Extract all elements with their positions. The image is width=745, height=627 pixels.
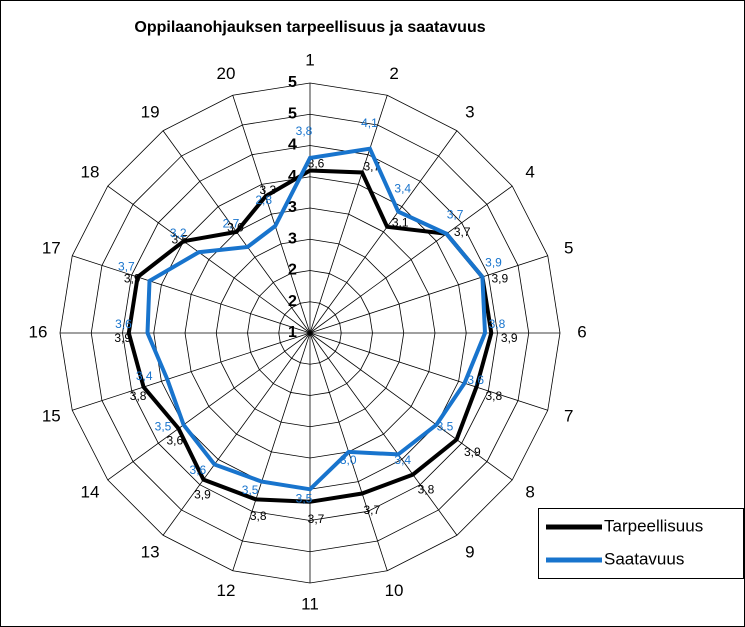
r-tick-label: 1 (288, 324, 297, 341)
data-label: 3,8 (296, 124, 313, 138)
category-label: 3 (465, 102, 474, 121)
spoke (309, 332, 458, 536)
data-label: 3,8 (486, 389, 503, 403)
category-label: 10 (385, 581, 404, 600)
data-label: 3,6 (115, 317, 132, 331)
spoke (232, 332, 311, 571)
data-label: 3,5 (155, 420, 172, 434)
data-label: 3,8 (130, 389, 147, 403)
data-label: 3,5 (437, 420, 454, 434)
r-tick-label: 2 (288, 293, 297, 310)
data-label: 4,1 (361, 116, 378, 130)
data-label: 3,4 (136, 369, 153, 383)
data-label: 3,9 (464, 445, 481, 459)
category-label: 2 (389, 64, 398, 83)
data-label: 3,1 (392, 215, 409, 229)
category-label: 13 (141, 543, 160, 562)
data-label: 3,6 (166, 434, 183, 448)
data-label: 3,6 (308, 157, 325, 171)
category-label: 18 (80, 163, 99, 182)
category-label: 7 (564, 407, 573, 426)
r-tick-label: 5 (288, 105, 297, 122)
data-label: 3,8 (418, 482, 435, 496)
category-label: 12 (216, 581, 235, 600)
r-tick-label: 3 (288, 199, 297, 216)
data-label: 3,9 (485, 256, 502, 270)
data-label: 3,0 (340, 453, 357, 467)
spoke (162, 332, 311, 536)
spoke (309, 255, 548, 334)
spoke (72, 332, 311, 411)
category-label: 6 (577, 322, 586, 341)
spoke (309, 130, 458, 334)
spoke (72, 255, 311, 334)
data-label: 3,9 (194, 488, 211, 502)
category-label: 20 (216, 64, 235, 83)
data-label: 3,4 (394, 453, 411, 467)
data-label: 3,4 (394, 181, 411, 195)
legend-box (538, 508, 744, 579)
data-label: 3,7 (447, 207, 464, 221)
r-tick-label: 5 (288, 74, 297, 91)
r-tick-label: 3 (288, 230, 297, 247)
spoke (309, 185, 513, 334)
r-tick-label: 4 (288, 168, 297, 185)
category-label: 16 (29, 322, 48, 341)
spoke (107, 185, 311, 334)
spoke (107, 332, 311, 481)
data-label: 2,8 (255, 193, 272, 207)
data-label: 3,3 (260, 183, 277, 197)
category-label: 15 (42, 407, 61, 426)
data-label: 3,8 (250, 509, 267, 523)
category-label: 8 (525, 482, 534, 501)
category-label: 9 (465, 543, 474, 562)
chart-title: Oppilaanohjauksen tarpeellisuus ja saata… (134, 19, 485, 36)
data-label: 3,6 (467, 373, 484, 387)
category-label: 4 (525, 163, 534, 182)
category-label: 11 (301, 594, 319, 613)
legend-label: Saatavuus (604, 549, 684, 568)
data-label: 3,9 (501, 331, 518, 345)
category-label: 1 (305, 50, 314, 69)
data-label: 3,7 (454, 225, 471, 239)
data-label: 3,9 (114, 331, 131, 345)
spoke (309, 95, 388, 334)
series-line (145, 146, 488, 492)
spoke (232, 95, 311, 334)
data-label: 3,8 (489, 317, 506, 331)
r-tick-label: 2 (288, 262, 297, 279)
data-label: 2,7 (223, 217, 240, 231)
data-label: 3,7 (364, 503, 381, 517)
category-label: 19 (141, 102, 160, 121)
category-label: 17 (42, 238, 61, 257)
category-label: 5 (564, 238, 573, 257)
data-label: 3,5 (296, 491, 313, 505)
category-label: 14 (80, 482, 99, 501)
r-tick-label: 4 (288, 137, 297, 154)
data-label: 3,5 (172, 232, 189, 246)
data-label: 3,7 (308, 512, 325, 526)
data-label: 3,7 (118, 259, 135, 273)
data-label: 3,0 (227, 220, 244, 234)
data-label: 3,9 (491, 271, 508, 285)
data-label: 3,5 (242, 483, 259, 497)
spoke (309, 332, 513, 481)
legend-label: Tarpeellisuus (604, 516, 703, 535)
data-label: 3,2 (170, 226, 187, 240)
data-label: 3,9 (124, 271, 141, 285)
spoke (309, 332, 548, 411)
data-label: 3,6 (190, 463, 207, 477)
